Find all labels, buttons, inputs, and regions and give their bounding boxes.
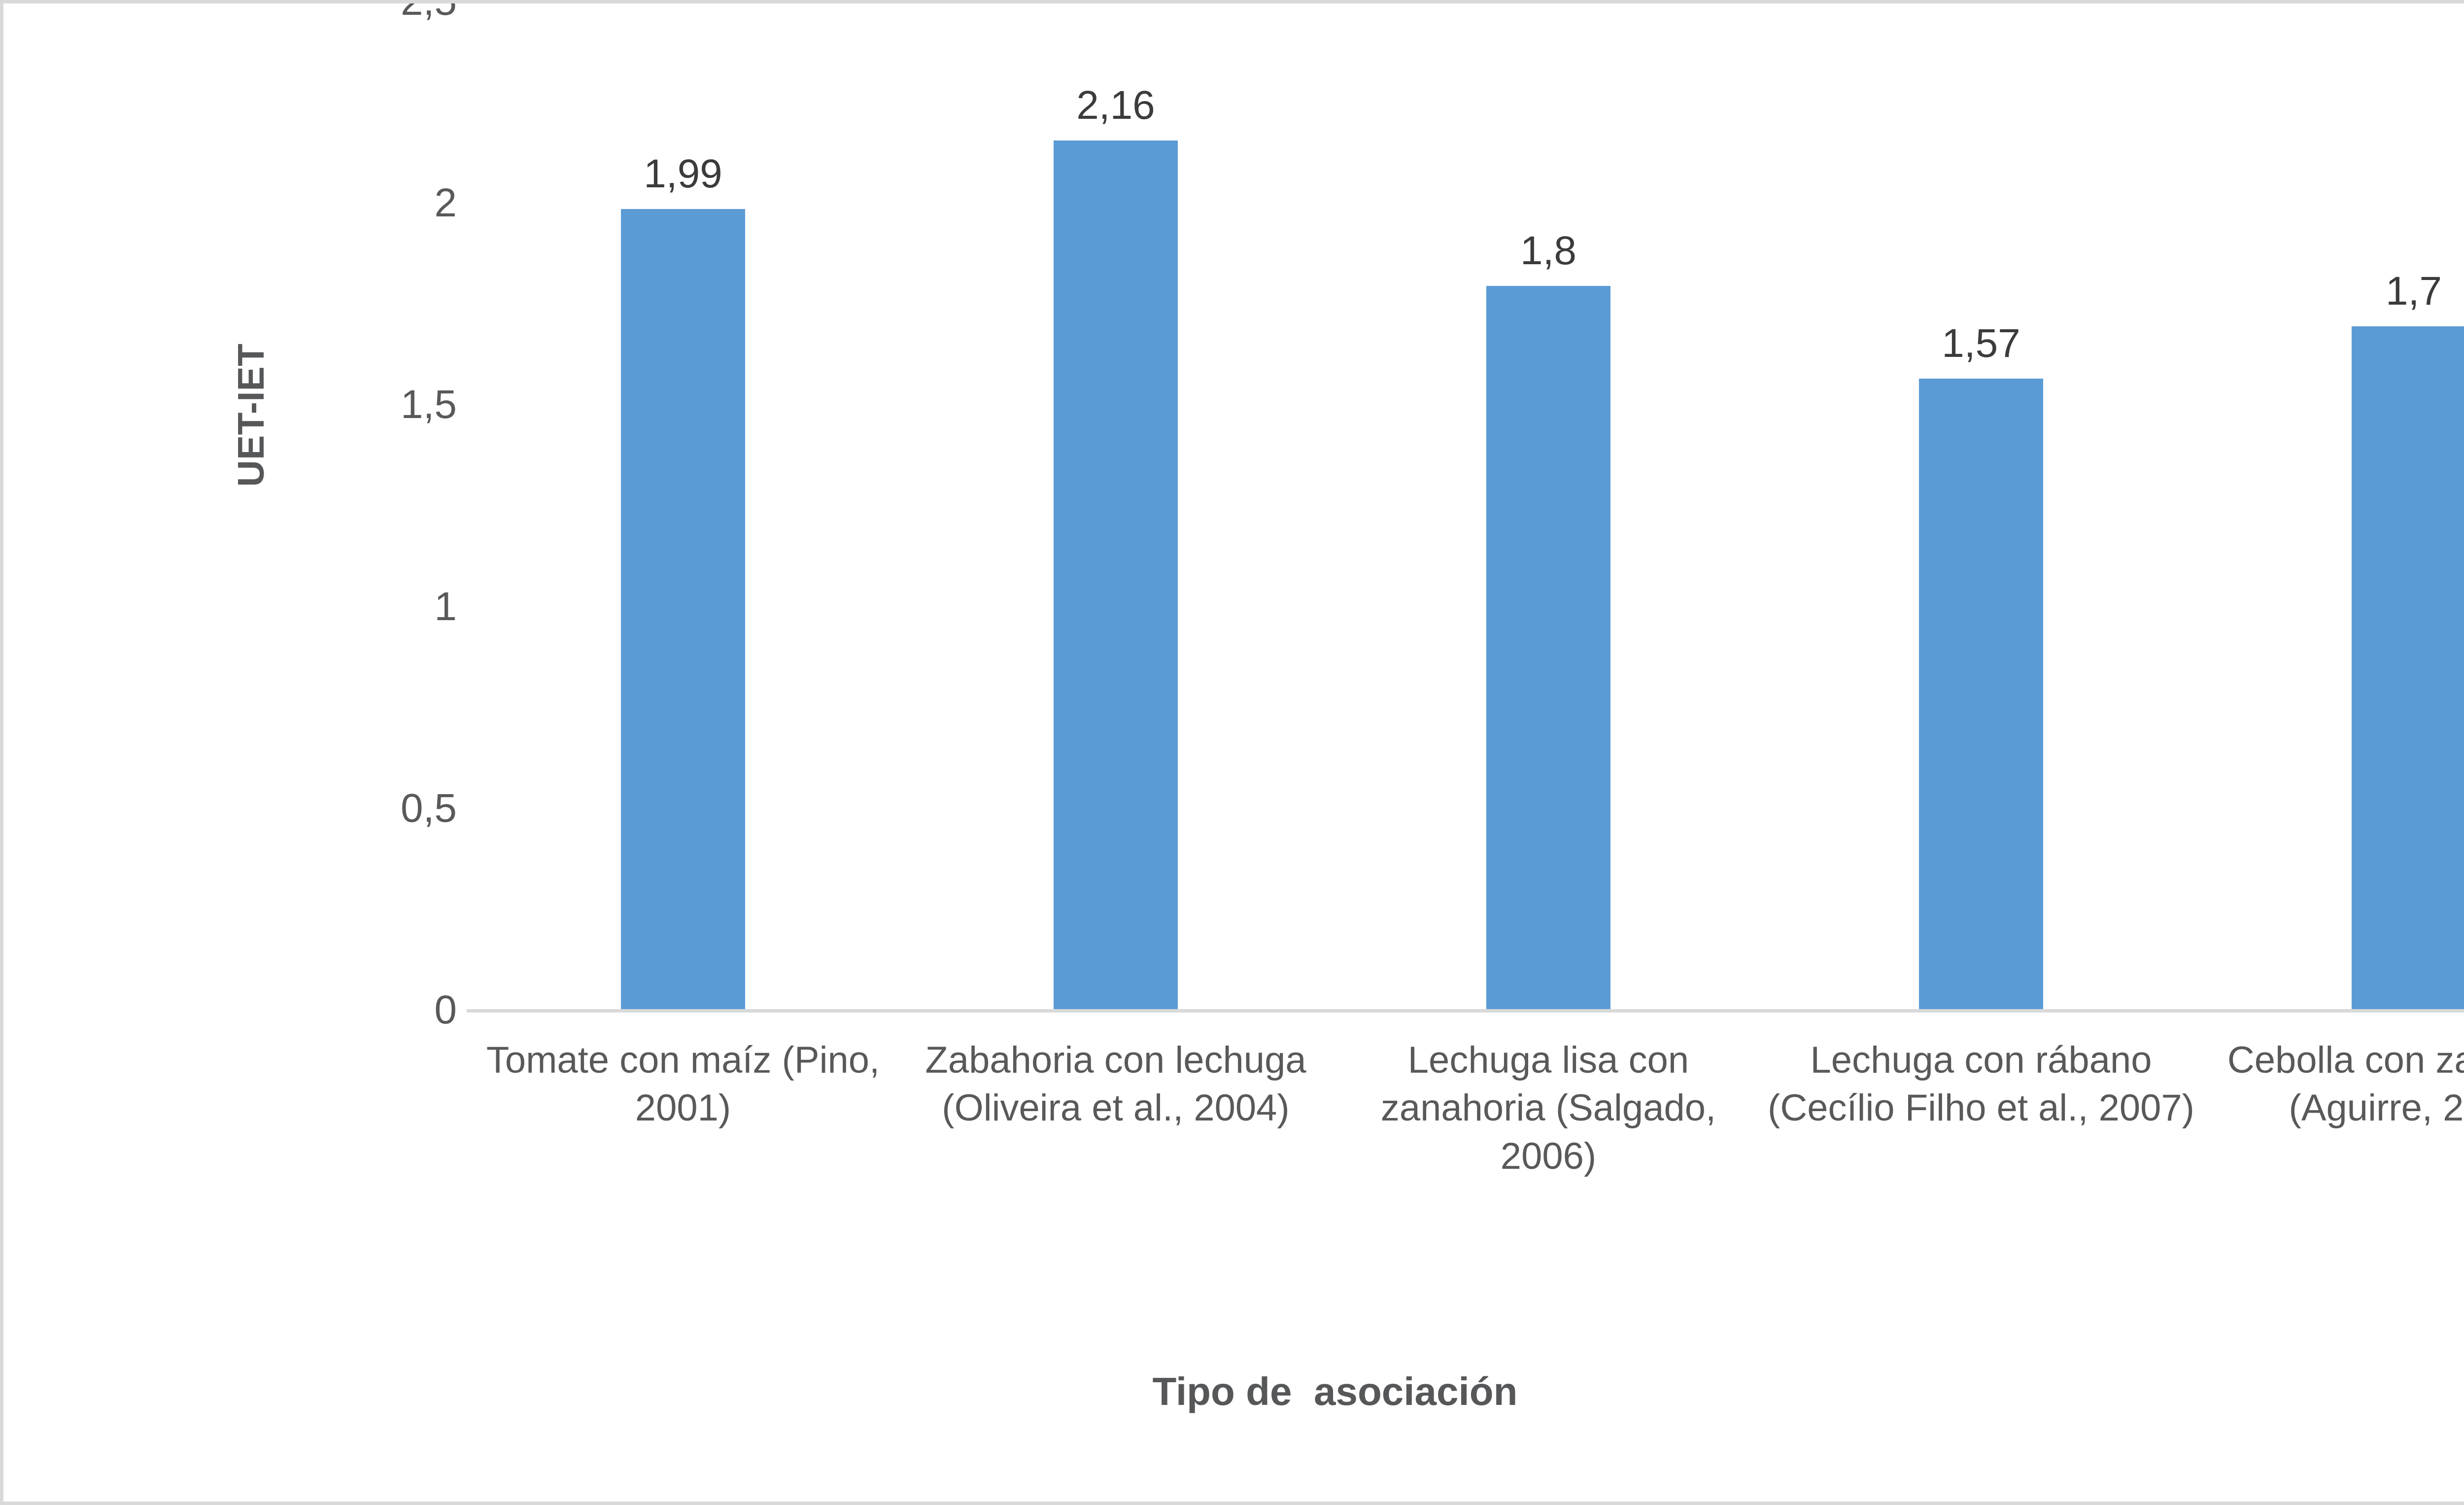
bar[interactable] — [621, 209, 745, 1012]
bar-slot: 1,7 — [2197, 3, 2464, 1012]
y-tick-label: 1,5 — [401, 382, 457, 427]
bar-value-label: 1,99 — [644, 151, 722, 197]
category-axis-line — [467, 1009, 2464, 1013]
bar[interactable] — [1054, 140, 1178, 1012]
x-tick-label: Lechuga con rábano (Cecílio Filho et al.… — [1768, 1039, 2194, 1129]
bar-value-label: 1,8 — [1520, 228, 1576, 273]
y-tick-label: 1 — [434, 584, 457, 629]
bar-slot: 1,57 — [1765, 3, 2197, 1012]
y-tick-label: 0,5 — [401, 785, 457, 831]
bar[interactable] — [2352, 326, 2464, 1012]
plot-area: 1,99 2,16 1,8 1,57 1,7 — [467, 3, 2464, 1012]
x-axis-tick-labels: Tomate con maíz (Pino, 2001) Zabahoria c… — [467, 1036, 2464, 1332]
bar-slot: 1,8 — [1332, 3, 1765, 1012]
x-tick-label: Cebolla con zanahoria (Aguirre, 2017) — [2227, 1039, 2464, 1129]
x-tick-label: Tomate con maíz (Pino, 2001) — [486, 1039, 880, 1129]
y-axis-tick-labels: 2,5 2 1,5 1 0,5 0 — [225, 0, 457, 1502]
x-axis-title: Tipo de asociación — [1152, 1369, 1518, 1413]
y-tick-label: 2 — [434, 180, 457, 226]
bar-slot: 1,99 — [467, 3, 899, 1012]
bar-slot: 2,16 — [899, 3, 1332, 1012]
bar-value-label: 1,57 — [1942, 321, 2020, 366]
y-tick-label: 0 — [434, 987, 457, 1032]
bar-value-label: 1,7 — [2386, 268, 2442, 314]
x-tick-label: Lechuga lisa con zanahoria (Salgado, 200… — [1380, 1039, 1716, 1177]
bar[interactable] — [1486, 285, 1610, 1012]
bar-value-label: 2,16 — [1076, 83, 1155, 128]
bar[interactable] — [1919, 379, 2043, 1012]
x-tick-label: Zabahoria con lechuga (Oliveira et al., … — [925, 1039, 1306, 1129]
y-tick-label: 2,5 — [401, 0, 457, 24]
